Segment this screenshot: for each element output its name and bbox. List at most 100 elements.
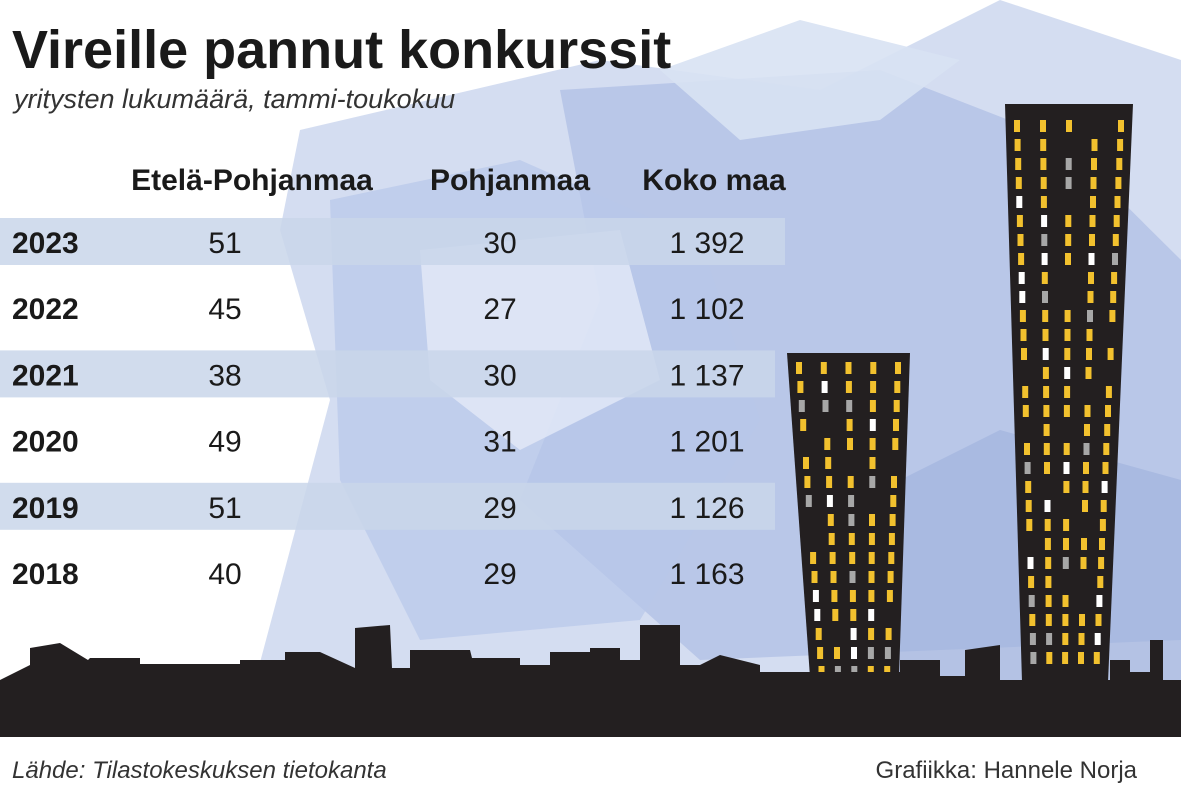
window — [870, 362, 877, 374]
window — [817, 647, 824, 659]
window — [1040, 158, 1047, 170]
window — [1090, 177, 1097, 189]
window — [1063, 481, 1070, 493]
window — [1024, 443, 1030, 455]
window — [1064, 348, 1071, 360]
window — [849, 552, 856, 564]
window — [846, 419, 853, 431]
window — [1043, 424, 1050, 436]
window — [1041, 253, 1048, 265]
cell: 30 — [483, 227, 516, 260]
window — [1081, 538, 1087, 550]
window — [868, 552, 875, 564]
window — [820, 362, 827, 374]
window — [868, 533, 875, 545]
window — [1117, 139, 1124, 151]
cell: 29 — [483, 492, 516, 525]
window — [796, 362, 802, 374]
window — [815, 628, 822, 640]
window — [1078, 633, 1085, 645]
window — [1094, 633, 1101, 645]
window — [1043, 405, 1050, 417]
window — [884, 647, 891, 659]
window — [1019, 310, 1026, 322]
window — [849, 571, 856, 583]
window — [1109, 310, 1116, 322]
window — [1014, 120, 1020, 132]
row-year: 2020 — [12, 426, 79, 459]
window — [867, 647, 874, 659]
window — [1029, 614, 1036, 626]
window — [1025, 500, 1032, 512]
window — [1018, 253, 1025, 265]
window — [1044, 500, 1051, 512]
window — [1087, 291, 1094, 303]
window — [1084, 405, 1091, 417]
window — [803, 457, 809, 469]
window — [1022, 405, 1029, 417]
window — [1098, 557, 1105, 569]
row-band — [0, 218, 785, 265]
window — [870, 381, 877, 393]
window — [889, 514, 896, 526]
window — [1063, 462, 1070, 474]
window — [1089, 215, 1096, 227]
window — [1107, 348, 1114, 360]
window — [1042, 329, 1049, 341]
window — [1079, 614, 1085, 626]
window — [1045, 595, 1052, 607]
row-band — [0, 482, 775, 530]
windows — [796, 120, 1124, 697]
window — [1099, 538, 1105, 550]
window — [869, 400, 876, 412]
window — [1030, 652, 1037, 664]
window — [825, 457, 832, 469]
window — [1044, 519, 1051, 531]
window — [1015, 158, 1022, 170]
cell: 27 — [483, 293, 516, 326]
window — [1043, 443, 1050, 455]
window — [1041, 272, 1048, 284]
row-year: 2023 — [12, 227, 79, 260]
window — [828, 533, 835, 545]
window — [814, 609, 821, 621]
cell: 1 126 — [669, 492, 744, 525]
window — [1015, 177, 1022, 189]
window — [1028, 595, 1035, 607]
cell: 1 201 — [669, 426, 744, 459]
window — [1028, 576, 1035, 588]
cell: 45 — [208, 293, 241, 326]
window — [1029, 633, 1036, 645]
window — [1112, 234, 1119, 246]
window — [1118, 120, 1124, 132]
window — [1040, 177, 1047, 189]
window — [1093, 652, 1100, 664]
window — [1097, 576, 1104, 588]
window — [869, 514, 875, 526]
window — [1062, 652, 1069, 664]
window — [1063, 538, 1069, 550]
window — [848, 533, 855, 545]
cell: 38 — [208, 359, 241, 392]
row-year: 2022 — [12, 293, 79, 326]
row-year: 2018 — [12, 558, 79, 591]
window — [868, 571, 875, 583]
window — [1065, 234, 1072, 246]
window — [1116, 158, 1123, 170]
window — [887, 571, 894, 583]
window — [804, 476, 811, 488]
window — [847, 438, 853, 450]
window — [1100, 500, 1107, 512]
window — [826, 476, 833, 488]
window — [797, 381, 804, 393]
window — [848, 514, 855, 526]
window — [1045, 557, 1052, 569]
window — [1083, 443, 1090, 455]
window — [1096, 595, 1103, 607]
window — [895, 362, 901, 374]
window — [869, 438, 876, 450]
window — [1080, 557, 1087, 569]
window — [1063, 443, 1070, 455]
window — [1065, 215, 1072, 227]
window — [1087, 310, 1093, 322]
